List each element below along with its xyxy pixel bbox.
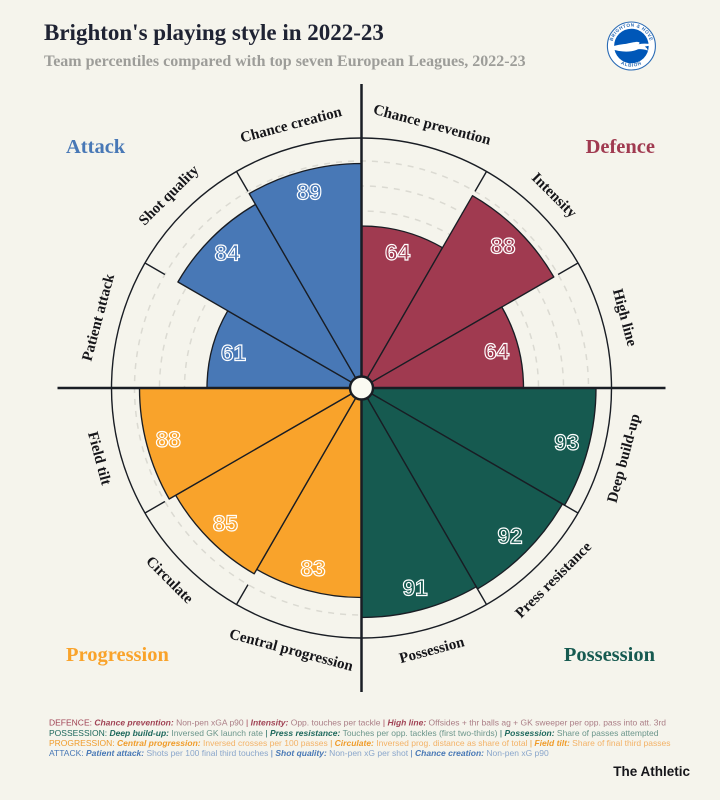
svg-text:92: 92 [497,524,522,549]
svg-text:64: 64 [484,339,510,364]
svg-text:Progression: Progression [66,644,169,666]
svg-text:Brighton's playing style in 20: Brighton's playing style in 2022-23 [44,20,384,45]
svg-text:84: 84 [215,241,241,266]
svg-text:Defence: Defence [586,136,655,158]
svg-text:Attack: Attack [66,136,126,158]
svg-text:Team percentiles compared with: Team percentiles compared with top seven… [44,53,526,70]
svg-text:88: 88 [156,427,181,452]
svg-text:85: 85 [213,511,238,536]
svg-text:89: 89 [297,179,322,204]
svg-text:88: 88 [490,234,515,259]
svg-text:91: 91 [403,575,428,600]
svg-text:93: 93 [554,430,579,455]
svg-text:ALBION: ALBION [620,60,642,68]
svg-text:61: 61 [221,341,246,366]
svg-text:Possession: Possession [564,644,656,666]
svg-text:ATTACK: Patient attack: Shots: ATTACK: Patient attack: Shots per 100 fi… [49,748,549,758]
svg-text:83: 83 [300,556,325,581]
svg-text:POSSESSION: Deep build-up: Inv: POSSESSION: Deep build-up: Inversed GK l… [49,728,659,738]
svg-text:DEFENCE: Chance prevention: No: DEFENCE: Chance prevention: Non-pen xGA … [49,718,666,728]
svg-text:PROGRESSION: Central progressi: PROGRESSION: Central progression: Invers… [49,738,670,748]
svg-text:The Athletic: The Athletic [613,764,690,779]
svg-text:64: 64 [385,240,411,265]
